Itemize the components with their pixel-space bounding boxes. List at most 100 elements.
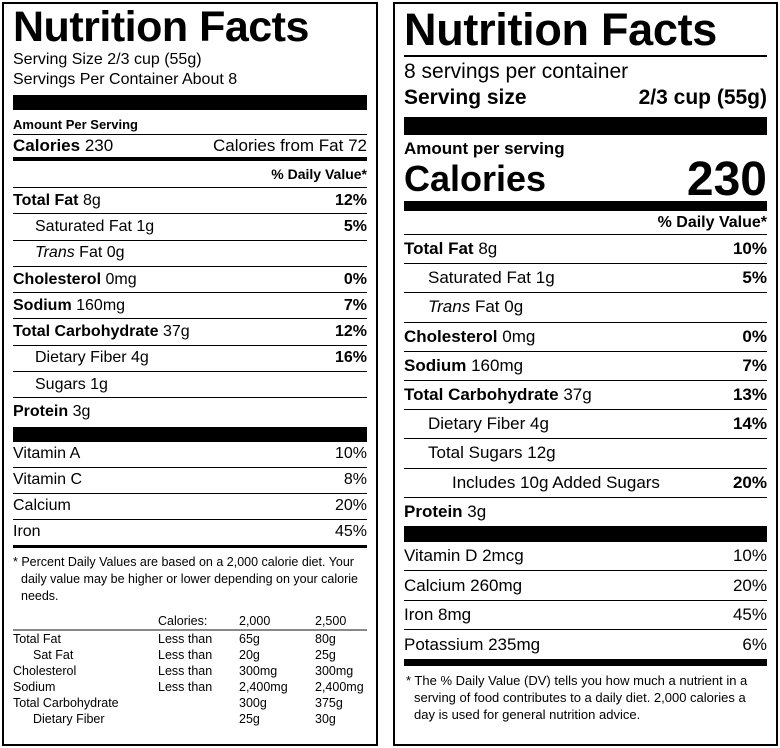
nutrient-row: Trans Fat 0g [13,241,367,267]
nutrient-name-italic: Trans [35,244,75,262]
nutrient-amount: 4g [131,349,149,367]
vitamin-name: Vitamin C [13,471,83,489]
reference-cell: 2,400mg [315,679,364,694]
nutrient-label: Sodium 160mg [13,297,125,315]
reference-table: Calories: 2,000 2,500 Total Fat Less than 65… [13,613,367,727]
vitamin-row: Vitamin D 2mcg 10% [404,542,767,572]
nutrient-name: Includes 10g Added Sugars [452,472,660,492]
nutrient-label: Saturated Fat 1g [35,218,154,236]
nutrient-daily-value: 5% [742,268,767,288]
nutrient-daily-value: 14% [732,414,767,434]
nutrient-amount: 3g [467,501,487,521]
reference-cell: Sat Fat [33,647,74,662]
amount-per-serving: Amount Per Serving [13,110,367,135]
nutrient-row: Sugars 1g [13,372,367,399]
label-title: Nutrition Facts [13,3,309,51]
reference-cell: Cholesterol [13,663,77,678]
nutrient-name: Cholesterol [404,326,498,346]
calories-row: Calories 230 Calories from Fat 72 [13,135,367,161]
vitamin-name: Vitamin A [13,445,81,463]
vitamin-list: Vitamin A 10% Vitamin C 8% Calcium 20% Iron 45% [13,442,367,546]
thick-divider [404,201,767,211]
reference-cell: 25g [315,647,336,662]
nutrient-label: Dietary Fiber 4g [35,349,149,367]
nutrient-label: Protein 3g [13,403,90,421]
nutrient-daily-value: 12% [334,191,367,209]
nutrient-row: Cholesterol 0mg 0% [404,323,767,352]
nutrient-amount: 1g [535,268,555,288]
nutrient-daily-value: 7% [343,296,367,314]
reference-cell: 300mg [315,663,354,678]
reference-cell [158,695,239,711]
calories-label: Calories [13,136,81,155]
nutrient-label: Sugars 1g [35,376,108,394]
nutrient-amount: 0g [106,244,125,262]
nutrient-name: Total Fat [13,191,79,209]
nutrient-row: Total Carbohydrate 37g 12% [13,319,367,346]
calories-from-fat: Calories from Fat 72 [213,136,367,155]
reference-cell: Less than [158,663,213,678]
nutrient-label: Trans Fat 0g [35,244,125,262]
reference-cell: Total Fat [13,631,61,646]
nutrient-label: Total Sugars 12g [428,443,556,463]
calories-value: 230 [686,152,767,206]
nutrient-name: Saturated Fat [35,217,132,235]
reference-header-cell: 2,000 [239,613,271,628]
nutrient-name: Total Carbohydrate [404,385,559,405]
nutrient-name-italic: Trans [428,297,471,317]
vitamin-daily-value: 8% [343,471,367,489]
reference-cell: Total Carbohydrate [13,695,119,710]
nutrient-label: Cholesterol 0mg [404,327,535,347]
vitamin-daily-value: 20% [334,497,367,515]
nutrient-daily-value: 12% [334,323,367,341]
reference-cell: 300g [239,695,267,710]
reference-cell: 2,400mg [239,679,288,694]
vitamin-row: Iron 8mg 45% [404,601,767,631]
calories-value: 230 [84,136,114,155]
thick-divider [13,95,367,110]
daily-value-header: % Daily Value* [13,161,367,188]
nutrient-label: Saturated Fat 1g [428,268,555,288]
nutrient-daily-value: 0% [742,326,767,346]
nutrient-daily-value: 16% [334,349,367,367]
new-nutrition-label: Nutrition Facts 8 servings per container… [393,2,778,746]
nutrient-row: Saturated Fat 1g 5% [404,264,767,294]
label-title: Nutrition Facts [404,4,767,57]
nutrient-row: Dietary Fiber 4g 14% [404,410,767,440]
footnote: * Percent Daily Values are based on a 2,… [13,548,367,605]
reference-cell: Sodium [13,679,56,694]
nutrient-row: Protein 3g [13,398,367,424]
reference-cell: 65g [239,631,260,646]
nutrient-label: Sodium 160mg [404,356,523,376]
nutrient-name: Total Carbohydrate [13,323,159,341]
nutrient-row: Total Sugars 12g [404,439,767,469]
nutrient-label: Protein 3g [404,502,486,522]
vitamin-daily-value: 45% [732,605,767,625]
nutrient-name: Saturated Fat [428,268,532,288]
reference-header-cell: 2,500 [315,613,347,628]
reference-header-cell: Calories: [158,613,208,628]
daily-value-header: % Daily Value* [404,211,767,235]
nutrient-amount: 37g [162,323,190,341]
nutrient-amount: 37g [563,385,592,405]
nutrient-daily-value: 10% [732,239,767,259]
nutrient-row: Dietary Fiber 4g 16% [13,346,367,373]
reference-header-cell [13,613,158,630]
nutrient-row: Includes 10g Added Sugars 20% [404,469,767,498]
vitamin-list: Vitamin D 2mcg 10% Calcium 260mg 20% Iron 8m… [404,542,767,660]
nutrient-daily-value: 20% [732,472,767,492]
nutrient-amount: 8g [478,239,498,259]
thick-divider [404,117,767,135]
nutrient-name: Sodium [404,355,467,375]
nutrient-name: Dietary Fiber [35,349,127,367]
footnote-text: * Percent Daily Values are based on a 2,… [13,554,359,603]
nutrient-label: Total Fat 8g [404,239,497,259]
servings-per-container: 8 servings per container [404,60,629,83]
vitamin-row: Calcium 20% [13,494,367,520]
reference-cell: 20g [239,647,260,662]
nutrient-label: Total Fat 8g [13,192,101,210]
nutrient-amount: 8g [82,191,101,209]
nutrient-label: Includes 10g Added Sugars [452,473,660,493]
nutrient-name: Sodium [13,296,72,314]
original-nutrition-label: Nutrition Facts Serving Size 2/3 cup (55… [2,2,378,746]
